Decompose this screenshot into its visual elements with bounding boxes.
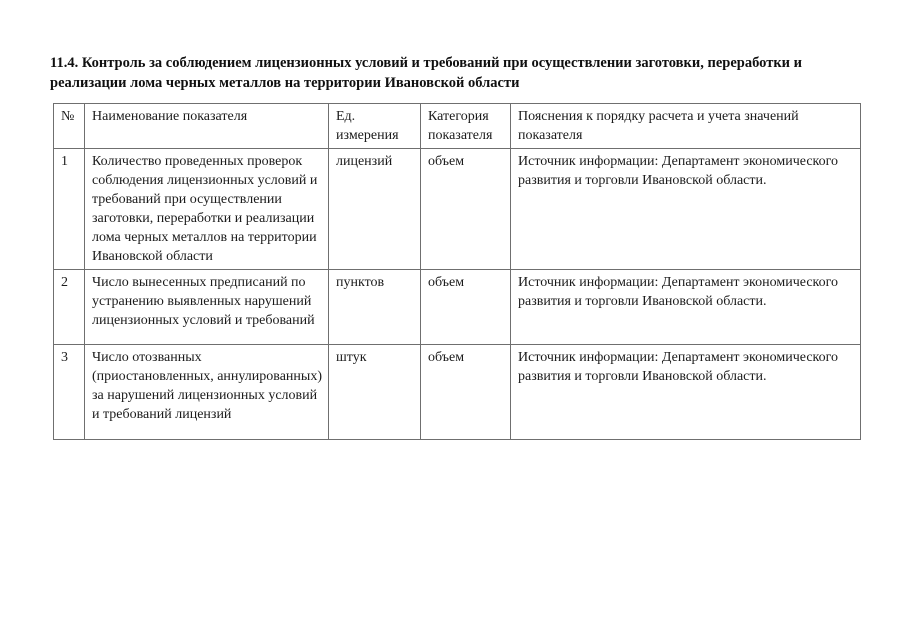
table-row: 1 Количество проведенных проверок соблюд… [53, 148, 861, 270]
column-header-category: Категория показателя [420, 103, 511, 149]
indicators-table: № Наименование показателя Ед. измерения … [53, 103, 861, 440]
cell-unit: штук [328, 344, 421, 440]
cell-unit: пунктов [328, 269, 421, 345]
table-header-row: № Наименование показателя Ед. измерения … [53, 103, 861, 149]
column-header-name: Наименование показателя [84, 103, 329, 149]
cell-name: Число вынесенных предписаний по устранен… [84, 269, 329, 345]
column-header-unit: Ед. измерения [328, 103, 421, 149]
cell-num: 1 [53, 148, 85, 270]
table-row: 3 Число отозванных (приостановленных, ан… [53, 344, 861, 440]
column-header-explanation: Пояснения к порядку расчета и учета знач… [510, 103, 861, 149]
cell-num: 3 [53, 344, 85, 440]
page-title: 11.4. Контроль за соблюдением лицензионн… [50, 55, 803, 91]
column-header-num: № [53, 103, 85, 149]
cell-explanation: Источник информации: Департамент экономи… [510, 148, 861, 270]
cell-category: объем [420, 344, 511, 440]
cell-category: объем [420, 148, 511, 270]
table-row: 2 Число вынесенных предписаний по устран… [53, 269, 861, 345]
cell-explanation: Источник информации: Департамент экономи… [510, 269, 861, 345]
cell-name: Количество проведенных проверок соблюден… [84, 148, 329, 270]
cell-explanation: Источник информации: Департамент экономи… [510, 344, 861, 440]
cell-unit: лицензий [328, 148, 421, 270]
cell-category: объем [420, 269, 511, 345]
cell-name: Число отозванных (приостановленных, анну… [84, 344, 329, 440]
cell-num: 2 [53, 269, 85, 345]
